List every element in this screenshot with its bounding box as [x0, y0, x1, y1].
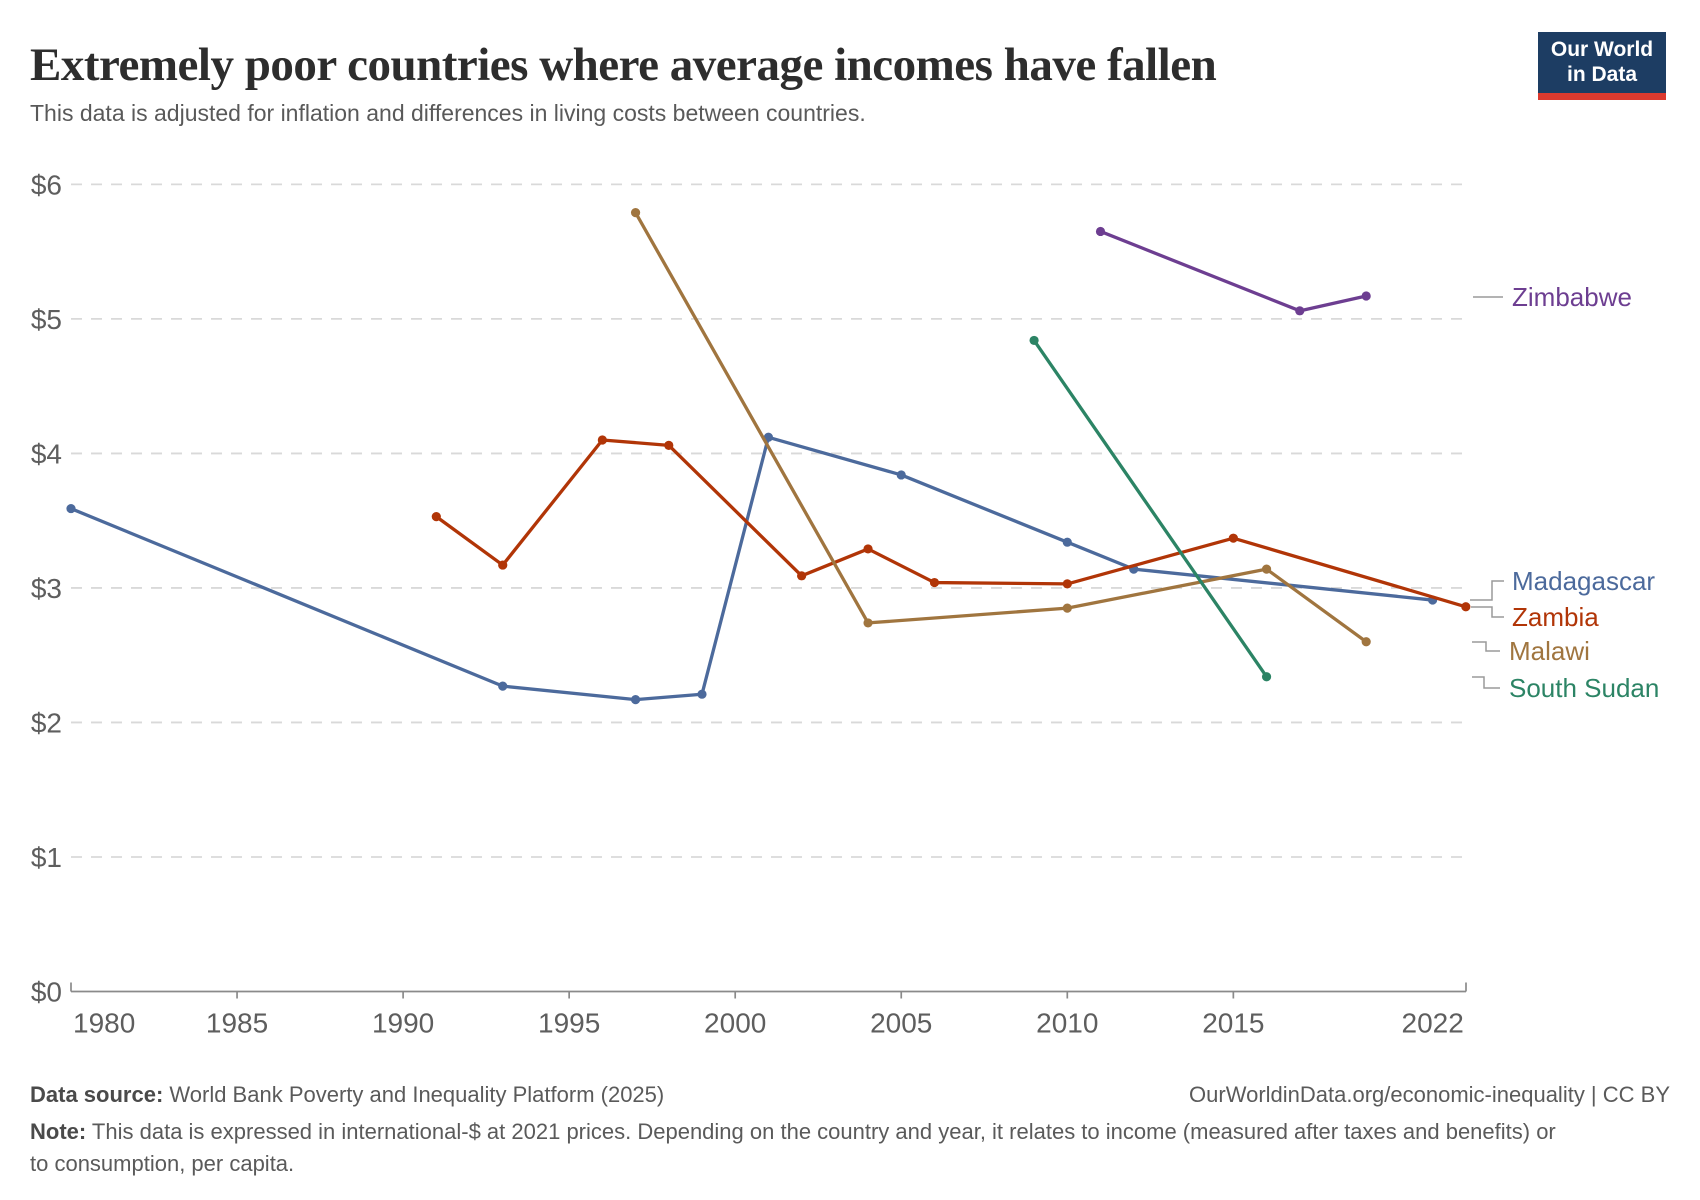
income-line-chart: 1980 1985 1990 1995 2000 2005 2010 2015 2022 $0 $1…: [31, 169, 1660, 1039]
y-tick-4: $4: [31, 438, 62, 469]
y-tick-1: $1: [31, 842, 62, 873]
x-tick-2010: 2010: [1036, 1008, 1098, 1039]
owid-logo-line1: Our World: [1550, 38, 1654, 62]
series-madagascar[interactable]: [66, 432, 1438, 705]
y-tick-6: $6: [31, 169, 62, 200]
note-line: Note: This data is expressed in internat…: [30, 1116, 1560, 1180]
series-label-madagascar[interactable]: Madagascar: [1512, 566, 1655, 596]
owid-logo-line2: in Data: [1566, 62, 1637, 86]
series-south-sudan[interactable]: [1029, 335, 1272, 682]
series-zimbabwe[interactable]: [1095, 226, 1371, 316]
series-zambia[interactable]: [431, 435, 1471, 612]
data-source-value: World Bank Poverty and Inequality Platfo…: [163, 1082, 665, 1107]
series-label-malawi[interactable]: Malawi: [1509, 636, 1590, 666]
x-tick-1985: 1985: [206, 1008, 268, 1039]
x-tick-1980: 1980: [73, 1008, 135, 1039]
x-tick-2005: 2005: [870, 1008, 932, 1039]
y-tick-3: $3: [31, 573, 62, 604]
attribution-link[interactable]: OurWorldinData.org/economic-inequality |…: [1189, 1082, 1670, 1107]
data-source-label: Data source:: [30, 1082, 164, 1107]
series-label-zimbabwe[interactable]: Zimbabwe: [1512, 282, 1632, 312]
leader-madagascar: [1470, 580, 1504, 601]
series-label-south-sudan[interactable]: South Sudan: [1509, 673, 1659, 703]
y-tick-2: $2: [31, 707, 62, 738]
page-title: Extremely poor countries where average i…: [30, 39, 1217, 91]
x-tick-2022: 2022: [1402, 1008, 1464, 1039]
y-tick-5: $5: [31, 304, 62, 335]
note-text: This data is expressed in international-…: [30, 1119, 1556, 1176]
x-tick-2000: 2000: [704, 1008, 766, 1039]
x-tick-2015: 2015: [1202, 1008, 1264, 1039]
series-malawi[interactable]: [630, 208, 1371, 647]
chart-subtitle: This data is adjusted for inflation and …: [30, 100, 866, 126]
gridlines: [71, 183, 1466, 858]
x-tick-1995: 1995: [538, 1008, 600, 1039]
y-tick-0: $0: [31, 977, 62, 1008]
x-axis: 1980 1985 1990 1995 2000 2005 2010 2015 2022: [70, 982, 1467, 1039]
y-axis: $0 $1 $2 $3 $4 $5 $6: [31, 169, 62, 1007]
data-source-line: Data source: World Bank Poverty and Ineq…: [30, 1082, 664, 1108]
series-label-zambia[interactable]: Zambia: [1512, 602, 1599, 632]
leader-south-sudan: [1472, 676, 1500, 689]
note-label: Note:: [30, 1119, 87, 1144]
owid-logo[interactable]: Our World in Data: [1538, 32, 1666, 100]
leader-malawi: [1472, 641, 1500, 652]
leader-zambia: [1471, 606, 1504, 618]
x-tick-1990: 1990: [372, 1008, 434, 1039]
